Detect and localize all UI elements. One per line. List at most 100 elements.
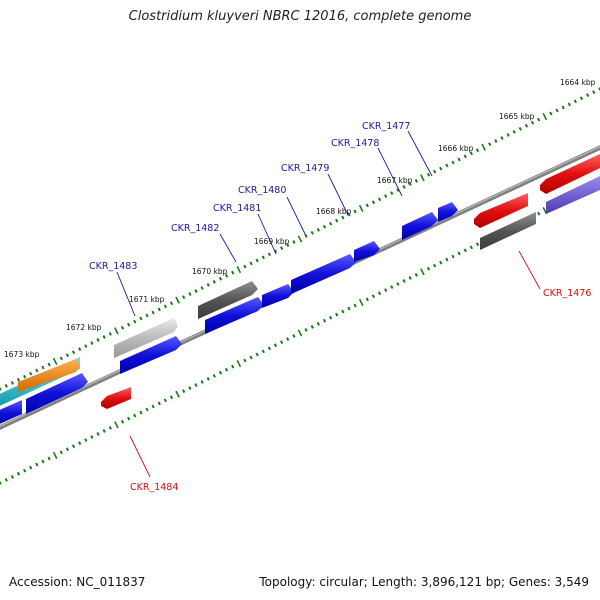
scale-tick xyxy=(145,407,149,412)
outer-scale-dots xyxy=(0,87,600,391)
scale-tick xyxy=(78,347,82,352)
scale-tick xyxy=(537,117,541,122)
scale-tick xyxy=(231,364,235,369)
cds-plus-gene[interactable] xyxy=(438,202,458,222)
scale-tick xyxy=(347,306,351,311)
scale-tick xyxy=(218,276,223,281)
scale-tick xyxy=(579,96,584,101)
scale-tick xyxy=(267,346,271,351)
cds-plus-gene[interactable] xyxy=(262,284,294,308)
scale-tick xyxy=(586,93,590,98)
scale-tick xyxy=(188,386,192,390)
cds-plus-gene[interactable] xyxy=(120,336,182,374)
scale-tick xyxy=(457,251,461,256)
scale-tick xyxy=(549,111,553,116)
cds-plus-gene-orange[interactable] xyxy=(18,359,80,392)
scale-tick xyxy=(377,197,382,202)
scale-tick xyxy=(542,207,548,215)
gene-features xyxy=(0,154,600,426)
cds-minus-gene[interactable] xyxy=(540,154,600,194)
scale-tick xyxy=(371,200,376,205)
cds-plus-gene[interactable] xyxy=(354,241,380,262)
scale-tick xyxy=(469,151,473,156)
scale-tick xyxy=(292,334,296,338)
scale-tick xyxy=(414,272,418,277)
gene-label[interactable]: CKR_1482 xyxy=(171,223,219,234)
scale-tick xyxy=(84,438,88,442)
scale-tick xyxy=(212,279,216,284)
scale-tick xyxy=(365,203,369,208)
scale-tick xyxy=(188,292,192,296)
scale-tick xyxy=(169,395,174,400)
cds-plus-gene[interactable] xyxy=(402,212,438,240)
scale-tick xyxy=(65,447,70,452)
scale-tick xyxy=(280,246,284,251)
scale-tick xyxy=(384,194,388,199)
scale-tick xyxy=(390,191,394,195)
gene-label[interactable]: CKR_1484 xyxy=(130,482,178,493)
scale-tick xyxy=(194,383,198,387)
scale-tick xyxy=(102,429,106,433)
scale-tick xyxy=(59,356,63,361)
gene-label[interactable]: CKR_1476 xyxy=(543,288,591,299)
scale-tick xyxy=(573,99,577,104)
scale-tick xyxy=(200,380,204,384)
scale-tick xyxy=(347,212,351,217)
cds-minus-gene[interactable] xyxy=(101,387,131,409)
kbp-label: 1667 kbp xyxy=(377,176,413,185)
scale-tick xyxy=(218,370,223,375)
gene-label[interactable]: CKR_1477 xyxy=(362,121,410,132)
scale-tick xyxy=(90,435,94,439)
kbp-label: 1669 kbp xyxy=(254,237,290,246)
scale-tick xyxy=(175,390,180,398)
scale-tick xyxy=(353,303,357,308)
scale-tick xyxy=(243,264,247,269)
gene-name-labels: CKR_1477 CKR_1478 CKR_1479 CKR_1480 CKR_… xyxy=(89,121,591,493)
scale-tick xyxy=(23,468,27,473)
scale-tick xyxy=(200,286,204,290)
scale-tick xyxy=(286,243,290,248)
scale-tick xyxy=(335,218,339,223)
pseudogene-light[interactable] xyxy=(114,318,178,358)
cds-minus-gene[interactable] xyxy=(474,193,528,228)
scale-tick xyxy=(96,432,100,436)
cds-plus-gene[interactable] xyxy=(26,373,88,414)
kbp-label: 1671 kbp xyxy=(129,295,165,304)
cds-minus-gene-purple[interactable] xyxy=(546,176,600,214)
scale-tick xyxy=(414,178,418,183)
cds-plus-gene[interactable] xyxy=(291,254,356,294)
scale-tick xyxy=(127,416,131,421)
gene-label[interactable]: CKR_1481 xyxy=(213,203,261,214)
kbp-label: 1668 kbp xyxy=(316,207,352,216)
scale-tick xyxy=(341,215,345,220)
scale-tick xyxy=(71,350,76,355)
scale-tick xyxy=(47,456,51,461)
cds-plus-gene[interactable] xyxy=(205,297,264,334)
gene-label[interactable]: CKR_1478 xyxy=(331,138,379,149)
scale-tick xyxy=(163,304,167,309)
scale-tick xyxy=(463,248,467,253)
gene-label[interactable]: CKR_1483 xyxy=(89,261,137,272)
scale-tick xyxy=(108,331,112,336)
cds-plus-gene[interactable] xyxy=(0,400,22,426)
scale-tick xyxy=(243,358,247,363)
pseudogene-dark[interactable] xyxy=(198,281,258,319)
scale-tick xyxy=(457,157,461,162)
scale-tick xyxy=(261,255,265,260)
scale-tick xyxy=(133,413,137,418)
scale-tick xyxy=(358,204,364,212)
scale-tick xyxy=(475,242,480,247)
scale-tick xyxy=(402,185,406,189)
scale-tick xyxy=(518,126,522,131)
scale-tick xyxy=(433,263,437,268)
gene-label[interactable]: CKR_1479 xyxy=(281,163,329,174)
scale-tick xyxy=(182,295,186,300)
scale-tick xyxy=(451,160,455,165)
scale-tick xyxy=(212,373,216,378)
scale-tick xyxy=(10,380,14,385)
scale-tick xyxy=(231,270,235,275)
scale-tick xyxy=(390,285,394,289)
gene-label[interactable]: CKR_1480 xyxy=(238,185,286,196)
pseudogene-dark[interactable] xyxy=(480,212,536,250)
